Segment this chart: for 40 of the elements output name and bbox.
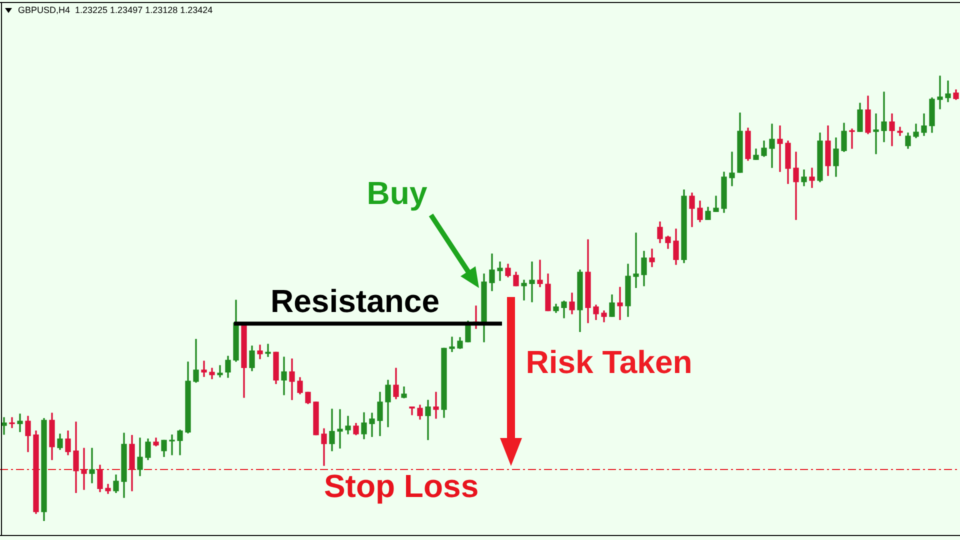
candlestick: [937, 76, 943, 110]
candlestick: [201, 360, 207, 377]
candlestick: [729, 152, 735, 186]
candlestick: [17, 414, 23, 432]
candlestick: [89, 448, 95, 484]
annotation: Resistance: [270, 282, 440, 319]
candlestick: [497, 262, 503, 281]
candlestick: [649, 248, 655, 268]
candlestick: [217, 365, 223, 378]
candlestick: [433, 392, 439, 419]
candlestick: [873, 113, 879, 154]
candlestick: [529, 262, 535, 302]
annotation: Buy: [366, 174, 428, 211]
candlestick: [945, 80, 951, 102]
candlestick: [793, 152, 799, 220]
candlestick: [897, 126, 903, 136]
candlestick: [449, 336, 455, 352]
candlestick: [369, 412, 375, 437]
annotation: Risk Taken: [526, 344, 692, 380]
candlestick: [265, 344, 271, 357]
ref-line-label: Stop Loss: [324, 468, 479, 504]
chart-title: GBPUSD,H4 1.23225 1.23497 1.23128 1.23424: [18, 5, 213, 15]
candlestick: [521, 280, 527, 300]
candlestick: [809, 168, 815, 188]
candlestick: [9, 417, 15, 428]
candlestick: [337, 409, 343, 449]
candlestick: [881, 92, 887, 142]
candlestick: [777, 125, 783, 172]
candlestick: [289, 358, 295, 400]
candlestick: [1, 417, 7, 435]
candlestick: [281, 356, 287, 396]
candlestick: [81, 448, 87, 490]
candlestick: [849, 128, 855, 149]
candlestick: [633, 232, 639, 288]
candlestick: [169, 434, 175, 456]
candlestick: [617, 286, 623, 320]
candlestick: [769, 124, 775, 168]
candlestick: [537, 260, 543, 288]
candlestick: [425, 400, 431, 440]
candlestick: [409, 406, 415, 416]
